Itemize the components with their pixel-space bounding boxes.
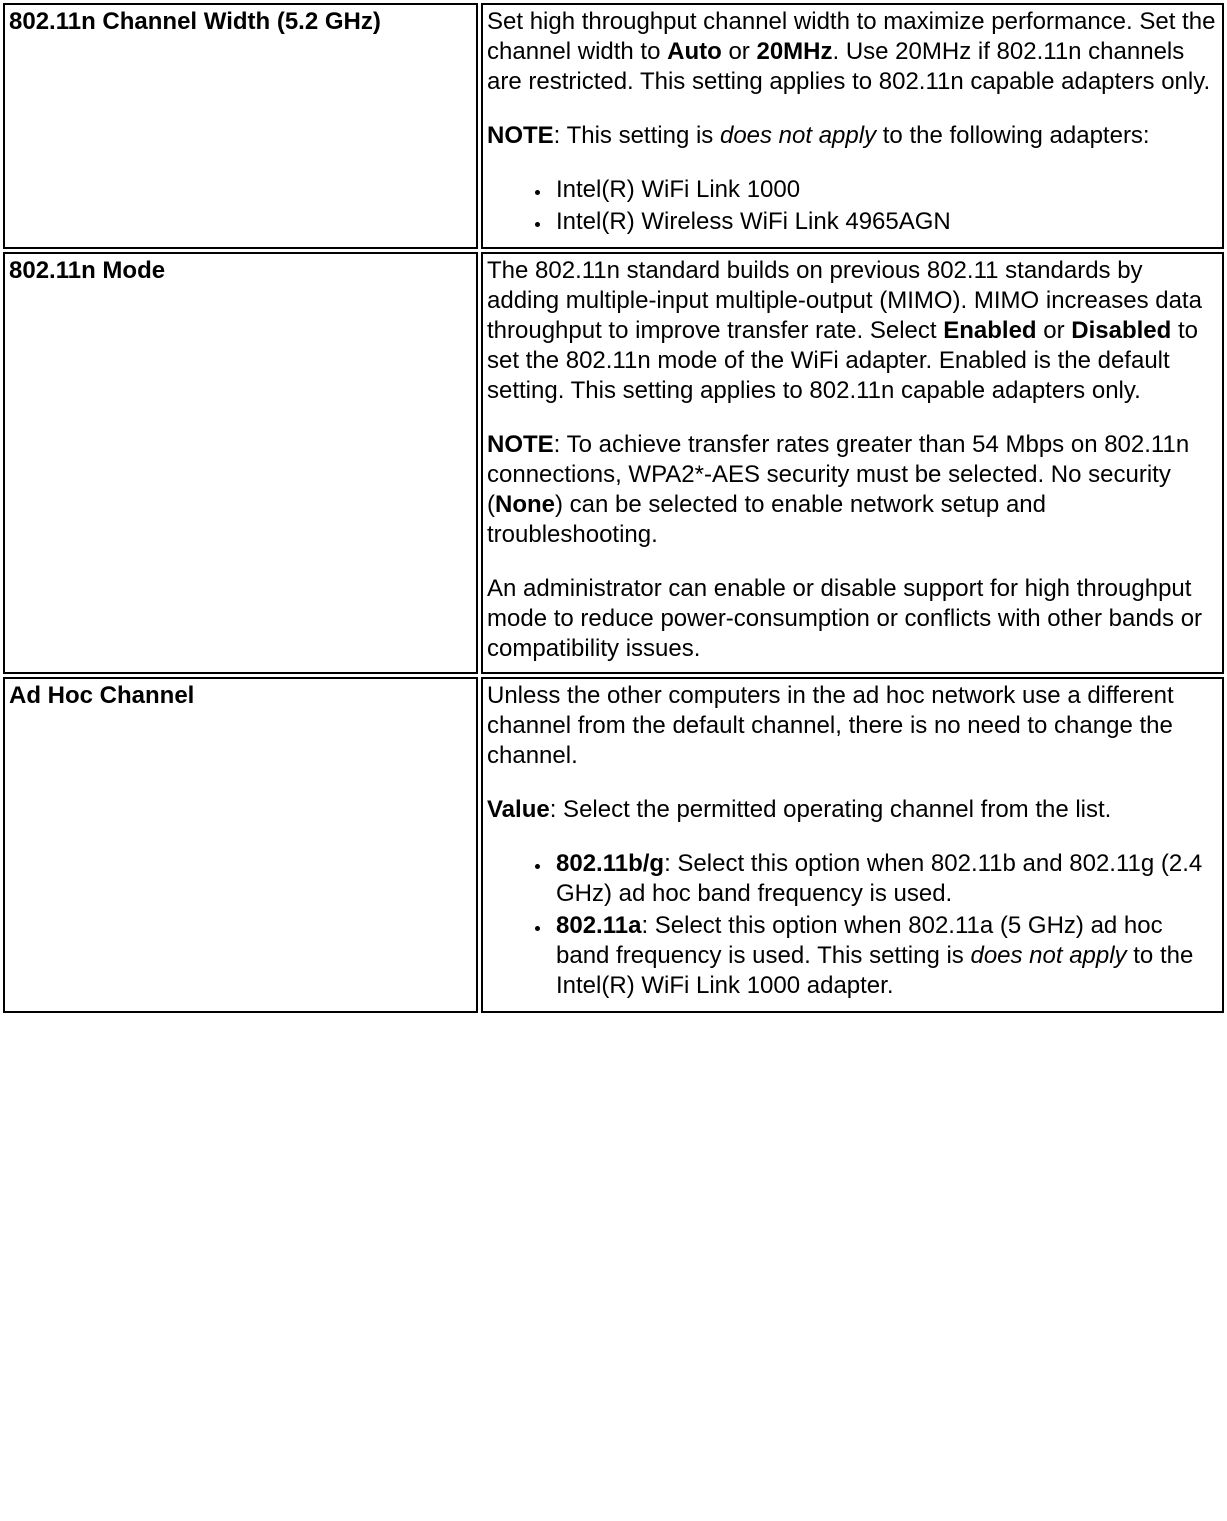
text: : Select the permitted operating channel…: [550, 796, 1112, 823]
paragraph: NOTE: This setting is does not apply to …: [487, 121, 1218, 151]
bold-text: NOTE: [487, 431, 554, 458]
setting-label: 802.11n Channel Width (5.2 GHz): [3, 3, 478, 249]
table-row: 802.11n Channel Width (5.2 GHz) Set high…: [3, 3, 1224, 249]
bold-text: Enabled: [943, 317, 1036, 344]
bold-text: Value: [487, 796, 550, 823]
setting-label: 802.11n Mode: [3, 252, 478, 674]
paragraph: Set high throughput channel width to max…: [487, 7, 1218, 97]
setting-label: Ad Hoc Channel: [3, 677, 478, 1013]
paragraph: The 802.11n standard builds on previous …: [487, 256, 1218, 406]
bold-text: 20MHz: [756, 38, 832, 65]
text: ) can be selected to enable network setu…: [487, 491, 1046, 548]
table-row: Ad Hoc Channel Unless the other computer…: [3, 677, 1224, 1013]
list-item: 802.11a: Select this option when 802.11a…: [552, 911, 1218, 1001]
bullet-list: Intel(R) WiFi Link 1000 Intel(R) Wireles…: [527, 175, 1218, 237]
bullet-list: 802.11b/g: Select this option when 802.1…: [527, 849, 1218, 1001]
paragraph: Value: Select the permitted operating ch…: [487, 795, 1218, 825]
paragraph: An administrator can enable or disable s…: [487, 574, 1218, 664]
bold-text: None: [495, 491, 555, 518]
setting-description: The 802.11n standard builds on previous …: [481, 252, 1224, 674]
text: or: [722, 38, 757, 65]
paragraph: Unless the other computers in the ad hoc…: [487, 681, 1218, 771]
list-item: Intel(R) WiFi Link 1000: [552, 175, 1218, 205]
bold-text: NOTE: [487, 122, 554, 149]
table-row: 802.11n Mode The 802.11n standard builds…: [3, 252, 1224, 674]
text: or: [1037, 317, 1072, 344]
list-item: Intel(R) Wireless WiFi Link 4965AGN: [552, 207, 1218, 237]
bold-text: 802.11b/g: [556, 850, 664, 877]
bold-text: 802.11a: [556, 912, 641, 939]
bold-text: Auto: [667, 38, 722, 65]
setting-description: Set high throughput channel width to max…: [481, 3, 1224, 249]
text: to the following adapters:: [876, 122, 1150, 149]
list-item: 802.11b/g: Select this option when 802.1…: [552, 849, 1218, 909]
setting-description: Unless the other computers in the ad hoc…: [481, 677, 1224, 1013]
bold-text: Disabled: [1071, 317, 1171, 344]
settings-table: 802.11n Channel Width (5.2 GHz) Set high…: [0, 0, 1227, 1016]
paragraph: NOTE: To achieve transfer rates greater …: [487, 430, 1218, 550]
italic-text: does not apply: [720, 122, 876, 149]
text: : This setting is: [554, 122, 720, 149]
settings-table-page: 802.11n Channel Width (5.2 GHz) Set high…: [0, 0, 1227, 1016]
italic-text: does not apply: [970, 942, 1126, 969]
